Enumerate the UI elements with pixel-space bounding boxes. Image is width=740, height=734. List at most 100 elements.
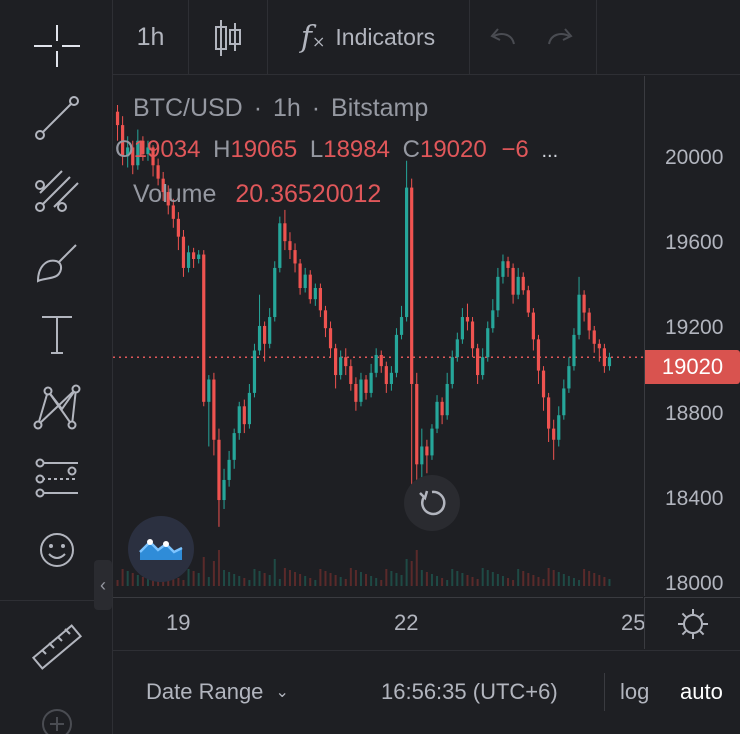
candle bbox=[455, 332, 459, 362]
volume-bar bbox=[329, 573, 332, 586]
volume-bar bbox=[238, 576, 241, 586]
candle bbox=[126, 136, 130, 168]
candle bbox=[430, 424, 434, 460]
candle bbox=[511, 263, 515, 304]
candle bbox=[288, 232, 292, 260]
open-value: 19034 bbox=[133, 136, 201, 163]
candle bbox=[247, 383, 251, 429]
volume-bar bbox=[304, 576, 307, 586]
reset-chart-button[interactable] bbox=[404, 475, 460, 531]
volume-bar bbox=[562, 574, 565, 586]
top-toolbar: 1h f× Indicators bbox=[113, 0, 740, 75]
candle bbox=[349, 359, 353, 391]
pattern-tool[interactable] bbox=[22, 376, 92, 436]
volume-bar bbox=[522, 571, 525, 586]
candle bbox=[136, 129, 140, 170]
candle bbox=[491, 299, 495, 333]
candlestick-chart[interactable] bbox=[113, 76, 643, 596]
candle bbox=[278, 216, 282, 273]
volume-bar bbox=[177, 578, 180, 586]
volume-bar bbox=[390, 571, 393, 586]
time-tick: 22 bbox=[394, 610, 419, 635]
prediction-tool[interactable] bbox=[22, 448, 92, 508]
chart-pane[interactable]: BTC/USD · 1h · Bitstamp O19034 H19065 L1… bbox=[113, 76, 643, 596]
volume-legend: Volume 20.36520012 bbox=[133, 180, 381, 209]
pitchfork-tool[interactable] bbox=[22, 160, 92, 220]
price-axis[interactable]: 20000 19600 19200 18800 18400 18000 bbox=[644, 76, 740, 596]
candle bbox=[552, 419, 556, 460]
candle bbox=[232, 428, 236, 469]
clock-time[interactable]: 16:56:35 (UTC+6) bbox=[381, 679, 558, 704]
ruler-icon bbox=[31, 624, 83, 670]
volume-bar bbox=[116, 580, 119, 586]
candle bbox=[237, 401, 241, 440]
measure-tool[interactable] bbox=[22, 617, 92, 677]
change-value: −6 bbox=[501, 136, 529, 163]
trend-line-tool[interactable] bbox=[22, 88, 92, 148]
legend-separator: · bbox=[311, 94, 321, 122]
candle bbox=[369, 363, 373, 398]
crosshair-tool[interactable] bbox=[22, 16, 92, 76]
interval-button[interactable]: 1h bbox=[113, 0, 188, 75]
legend-separator: · bbox=[253, 94, 263, 122]
candle bbox=[181, 229, 186, 277]
candle bbox=[313, 283, 317, 306]
chart-type-button[interactable] bbox=[189, 0, 267, 75]
more-legend[interactable]: ... bbox=[541, 140, 559, 162]
price-tick: 20000 bbox=[665, 146, 724, 169]
candle bbox=[359, 372, 363, 407]
auto-scale-button[interactable]: auto bbox=[680, 679, 723, 704]
candle bbox=[257, 294, 262, 355]
candle bbox=[268, 308, 272, 349]
collapse-toolbar-button[interactable]: ‹ bbox=[94, 560, 112, 610]
tradingview-logo[interactable] bbox=[128, 516, 194, 582]
emoji-tool[interactable] bbox=[22, 520, 92, 580]
volume-bar bbox=[395, 573, 398, 586]
candle bbox=[460, 308, 464, 344]
volume-bar bbox=[451, 569, 454, 586]
volume-bar bbox=[512, 580, 515, 586]
candle bbox=[531, 308, 535, 351]
volume-bar bbox=[344, 579, 347, 586]
volume-bar bbox=[354, 570, 357, 586]
zoom-in-tool[interactable] bbox=[22, 689, 92, 734]
bottom-bar: Date Range ⌄ 16:56:35 (UTC+6) log auto bbox=[113, 650, 740, 734]
candle bbox=[192, 247, 196, 268]
candle bbox=[166, 185, 170, 215]
candle bbox=[435, 395, 439, 434]
candle bbox=[587, 308, 591, 340]
candle bbox=[521, 272, 525, 295]
low-value: 18984 bbox=[323, 136, 390, 163]
redo-icon bbox=[548, 27, 573, 44]
volume-bar bbox=[273, 559, 276, 586]
candle bbox=[334, 343, 338, 389]
volume-bar bbox=[192, 571, 195, 586]
volume-bar bbox=[405, 559, 408, 586]
volume-bar bbox=[217, 550, 220, 586]
brush-tool[interactable] bbox=[22, 232, 92, 292]
volume-bar bbox=[121, 569, 124, 586]
chart-settings-button[interactable] bbox=[644, 597, 740, 649]
volume-bar bbox=[294, 572, 297, 586]
volume-bar bbox=[380, 580, 383, 586]
candle bbox=[202, 250, 206, 407]
indicators-button[interactable]: f× Indicators bbox=[268, 0, 468, 75]
volume-bar bbox=[415, 550, 418, 586]
date-range-button[interactable]: Date Range ⌄ bbox=[146, 679, 289, 705]
price-tick: 18000 bbox=[665, 572, 724, 595]
candle bbox=[207, 375, 211, 447]
redo-button[interactable] bbox=[535, 0, 585, 75]
candle bbox=[212, 372, 216, 456]
volume-bar bbox=[471, 577, 474, 586]
text-tool[interactable] bbox=[22, 304, 92, 364]
legend-symbol: BTC/USD bbox=[133, 94, 243, 122]
candle bbox=[242, 399, 246, 434]
time-axis[interactable]: 19 22 25 bbox=[113, 597, 645, 649]
volume-bar bbox=[212, 561, 215, 586]
volume-bar bbox=[456, 571, 459, 586]
candle bbox=[607, 352, 612, 371]
log-scale-button[interactable]: log bbox=[620, 679, 650, 704]
candle bbox=[339, 350, 343, 380]
candle bbox=[394, 328, 399, 378]
undo-button[interactable] bbox=[478, 0, 528, 75]
